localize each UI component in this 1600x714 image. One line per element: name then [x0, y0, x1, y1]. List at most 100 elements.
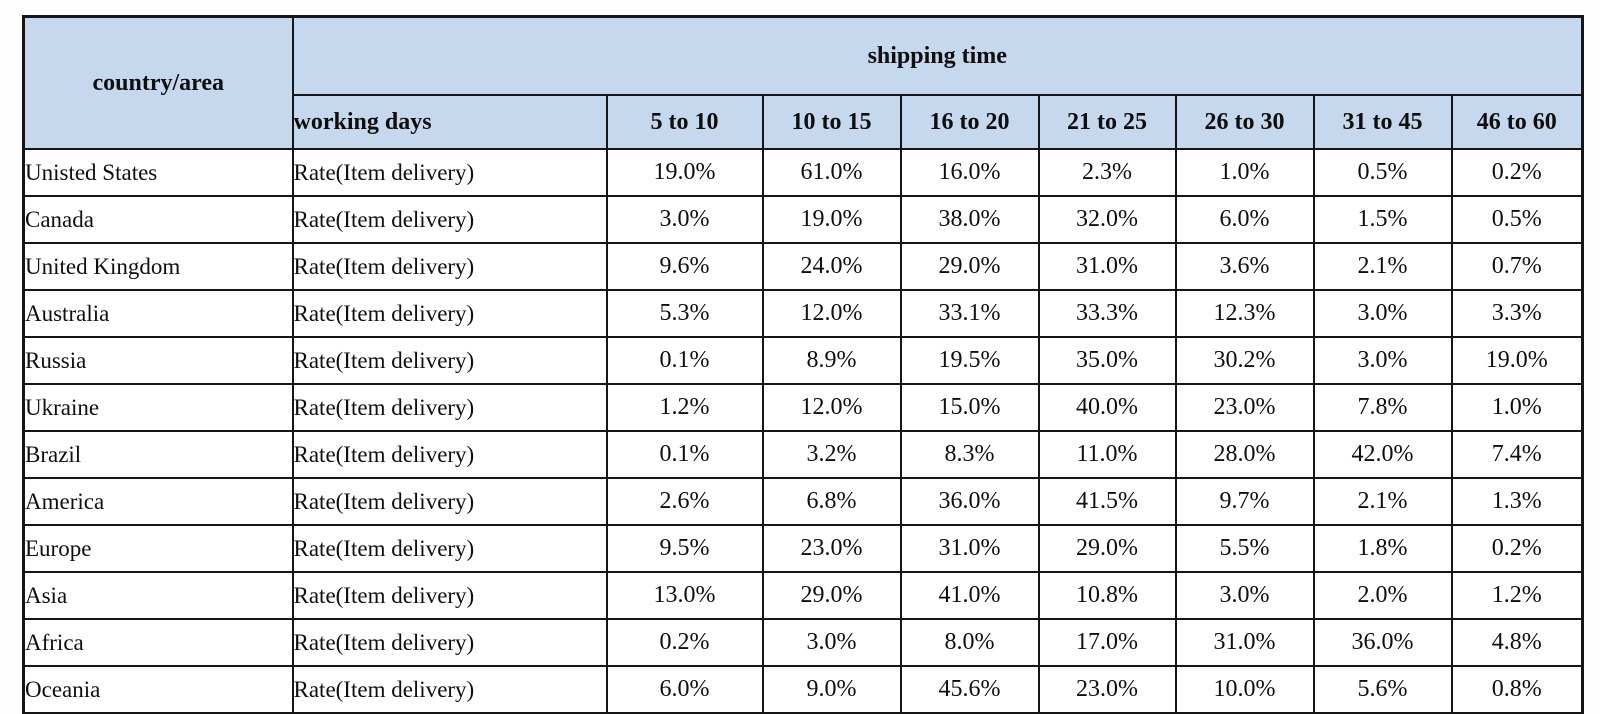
rate-value-cell: 2.6%: [605, 477, 764, 526]
rate-value-cell: 7.4%: [1450, 430, 1584, 479]
rate-value-cell: 23.0%: [1174, 383, 1315, 432]
rate-value-cell: 41.5%: [1037, 477, 1177, 526]
rate-value-cell: 2.3%: [1037, 148, 1177, 197]
rate-value-cell: 5.6%: [1312, 665, 1453, 714]
rate-value-cell: 4.8%: [1450, 618, 1584, 667]
rate-value-cell: 0.2%: [1450, 524, 1584, 573]
rate-label-cell: Rate(Item delivery): [291, 477, 608, 526]
shipping-time-table: country/area shipping time working days …: [22, 15, 1584, 714]
rate-value-cell: 41.0%: [899, 571, 1040, 620]
rate-value-cell: 29.0%: [761, 571, 902, 620]
rate-value-cell: 3.0%: [1312, 336, 1453, 385]
rate-value-cell: 1.2%: [1450, 571, 1584, 620]
rate-value-cell: 3.0%: [761, 618, 902, 667]
rate-value-cell: 42.0%: [1312, 430, 1453, 479]
rate-value-cell: 10.8%: [1037, 571, 1177, 620]
rate-value-cell: 3.0%: [1174, 571, 1315, 620]
rate-value-cell: 29.0%: [1037, 524, 1177, 573]
range-header: 26 to 30: [1174, 94, 1315, 150]
rate-label-cell: Rate(Item delivery): [291, 618, 608, 667]
range-header: 5 to 10: [605, 94, 764, 150]
rate-value-cell: 3.6%: [1174, 242, 1315, 291]
rate-value-cell: 0.1%: [605, 430, 764, 479]
rate-value-cell: 61.0%: [761, 148, 902, 197]
rate-value-cell: 36.0%: [1312, 618, 1453, 667]
rate-value-cell: 0.2%: [605, 618, 764, 667]
rate-value-cell: 0.5%: [1450, 195, 1584, 244]
rate-value-cell: 33.1%: [899, 289, 1040, 338]
table-row: Oceania Rate(Item delivery) 6.0% 9.0% 45.6% 2…: [22, 665, 1584, 714]
rate-value-cell: 40.0%: [1037, 383, 1177, 432]
rate-value-cell: 9.7%: [1174, 477, 1315, 526]
country-cell: Oceania: [22, 665, 294, 714]
rate-value-cell: 3.0%: [605, 195, 764, 244]
table-row: Russia Rate(Item delivery) 0.1% 8.9% 19.5% 35…: [22, 336, 1584, 385]
rate-value-cell: 17.0%: [1037, 618, 1177, 667]
rate-value-cell: 10.0%: [1174, 665, 1315, 714]
table-body: Unisted States Rate(Item delivery) 19.0% 61…: [22, 148, 1584, 714]
rate-value-cell: 23.0%: [761, 524, 902, 573]
rate-label-cell: Rate(Item delivery): [291, 571, 608, 620]
rate-value-cell: 36.0%: [899, 477, 1040, 526]
rate-value-cell: 35.0%: [1037, 336, 1177, 385]
range-header: 21 to 25: [1037, 94, 1177, 150]
range-header: 16 to 20: [899, 94, 1040, 150]
table-row: Canada Rate(Item delivery) 3.0% 19.0% 38.0% 3…: [22, 195, 1584, 244]
rate-value-cell: 30.2%: [1174, 336, 1315, 385]
rate-value-cell: 3.0%: [1312, 289, 1453, 338]
rate-value-cell: 3.2%: [761, 430, 902, 479]
rate-value-cell: 9.0%: [761, 665, 902, 714]
country-cell: Russia: [22, 336, 294, 385]
rate-label-cell: Rate(Item delivery): [291, 336, 608, 385]
rate-value-cell: 31.0%: [1174, 618, 1315, 667]
rate-label-cell: Rate(Item delivery): [291, 148, 608, 197]
header-row-main: country/area shipping time: [22, 15, 1584, 150]
rate-value-cell: 12.0%: [761, 383, 902, 432]
table-row: Asia Rate(Item delivery) 13.0% 29.0% 41.0% 10…: [22, 571, 1584, 620]
rate-value-cell: 19.5%: [899, 336, 1040, 385]
rate-value-cell: 1.0%: [1450, 383, 1584, 432]
country-cell: Africa: [22, 618, 294, 667]
rate-value-cell: 12.3%: [1174, 289, 1315, 338]
table-row: United Kingdom Rate(Item delivery) 9.6% 24.…: [22, 242, 1584, 291]
rate-value-cell: 11.0%: [1037, 430, 1177, 479]
rate-value-cell: 45.6%: [899, 665, 1040, 714]
rate-value-cell: 19.0%: [761, 195, 902, 244]
country-cell: Europe: [22, 524, 294, 573]
rate-label-cell: Rate(Item delivery): [291, 242, 608, 291]
country-area-header: country/area: [22, 15, 294, 150]
rate-value-cell: 16.0%: [899, 148, 1040, 197]
rate-label-cell: Rate(Item delivery): [291, 430, 608, 479]
rate-value-cell: 6.8%: [761, 477, 902, 526]
rate-value-cell: 3.3%: [1450, 289, 1584, 338]
country-cell: America: [22, 477, 294, 526]
rate-value-cell: 8.9%: [761, 336, 902, 385]
rate-value-cell: 0.2%: [1450, 148, 1584, 197]
rate-value-cell: 6.0%: [605, 665, 764, 714]
country-cell: Brazil: [22, 430, 294, 479]
rate-label-cell: Rate(Item delivery): [291, 524, 608, 573]
rate-value-cell: 13.0%: [605, 571, 764, 620]
table-row: America Rate(Item delivery) 2.6% 6.8% 36.0% 4…: [22, 477, 1584, 526]
rate-value-cell: 32.0%: [1037, 195, 1177, 244]
table-row: Brazil Rate(Item delivery) 0.1% 3.2% 8.3% 11.…: [22, 430, 1584, 479]
header-row-ranges: working days 5 to 10 10 to 15 16 to 20 21 t…: [24, 94, 1584, 150]
rate-value-cell: 28.0%: [1174, 430, 1315, 479]
shipping-time-header: shipping time: [291, 15, 1584, 96]
country-cell: Australia: [22, 289, 294, 338]
rate-value-cell: 0.5%: [1312, 148, 1453, 197]
rate-label-cell: Rate(Item delivery): [291, 665, 608, 714]
rate-value-cell: 29.0%: [899, 242, 1040, 291]
rate-value-cell: 1.0%: [1174, 148, 1315, 197]
rate-value-cell: 9.6%: [605, 242, 764, 291]
country-cell: Canada: [22, 195, 294, 244]
rate-value-cell: 33.3%: [1037, 289, 1177, 338]
rate-value-cell: 5.5%: [1174, 524, 1315, 573]
rate-value-cell: 9.5%: [605, 524, 764, 573]
rate-value-cell: 19.0%: [605, 148, 764, 197]
rate-value-cell: 1.3%: [1450, 477, 1584, 526]
table-row: Unisted States Rate(Item delivery) 19.0% 61…: [22, 148, 1584, 197]
rate-value-cell: 2.0%: [1312, 571, 1453, 620]
rate-value-cell: 8.0%: [899, 618, 1040, 667]
rate-value-cell: 1.2%: [605, 383, 764, 432]
